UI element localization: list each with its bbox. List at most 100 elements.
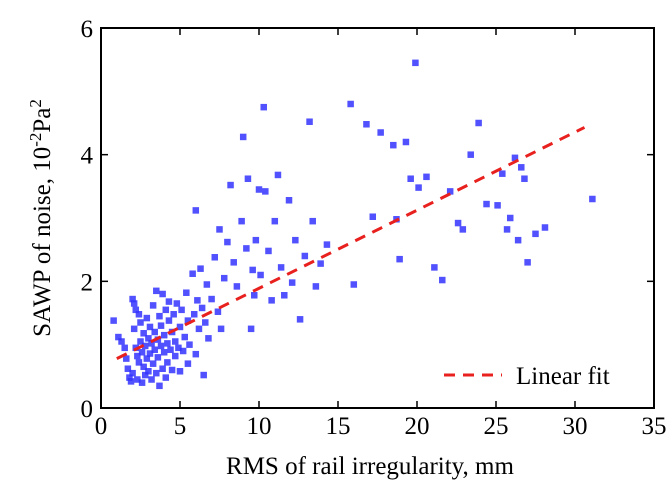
scatter-point (145, 335, 152, 342)
scatter-point (176, 368, 184, 375)
scatter-point (127, 378, 135, 385)
scatter-point (118, 338, 125, 345)
scatter-point (184, 360, 192, 367)
scatter-point (134, 352, 141, 360)
scatter-point (431, 264, 438, 271)
x-tick-label: 20 (405, 413, 430, 440)
scatter-point (192, 350, 200, 358)
scatter-point (475, 119, 482, 127)
scatter-point (157, 322, 165, 329)
scatter-point (121, 344, 128, 352)
scatter-point (153, 369, 160, 377)
scatter-point (296, 316, 304, 323)
scatter-point (184, 317, 192, 324)
scatter-point (162, 374, 170, 381)
scatter-point (162, 306, 170, 314)
scatter-point (268, 297, 275, 304)
scatter-point (129, 295, 136, 303)
scatter-point (138, 349, 146, 356)
scatter-point (134, 376, 141, 383)
scatter-point (541, 224, 549, 231)
scatter-point (255, 186, 263, 193)
scatter-point (511, 154, 519, 162)
scatter-point (347, 100, 354, 108)
scatter-point (194, 297, 201, 304)
scatter-point (238, 217, 245, 225)
scatter-point (143, 314, 151, 322)
scatter-point (141, 371, 149, 379)
scatter-point (148, 376, 155, 383)
x-tick-label: 5 (174, 413, 187, 440)
scatter-point (244, 175, 252, 182)
scatter-point (390, 141, 397, 149)
y-tick-label: 4 (81, 143, 94, 170)
scatter-point (195, 325, 203, 333)
scatter-point (249, 266, 256, 274)
scatter-point (589, 195, 596, 203)
x-tick-label: 0 (95, 413, 108, 440)
scatter-point (165, 298, 173, 305)
scatter-point (168, 366, 176, 374)
scatter-point (156, 312, 163, 320)
scatter-point (252, 236, 260, 244)
scatter-point (151, 346, 158, 353)
scatter-point (146, 323, 154, 331)
scatter-point (137, 338, 144, 345)
scatter-point (306, 118, 313, 125)
scatter-point (323, 241, 331, 248)
scatter-point (407, 175, 414, 182)
scatter-point (274, 171, 282, 179)
x-axis-title: RMS of rail irregularity, mm (226, 453, 514, 480)
scatter-point (211, 254, 219, 261)
scatter-point (350, 281, 358, 288)
scatter-point (233, 283, 241, 290)
scatter-point (227, 181, 234, 189)
scatter-point (532, 230, 539, 238)
scatter-point (203, 281, 211, 288)
linear-fit-line (116, 126, 586, 360)
scatter-point (494, 202, 501, 209)
scatter-point (179, 347, 187, 355)
scatter-point (454, 219, 462, 227)
scatter-point (205, 335, 212, 342)
y-axis-title-sup2: 2 (26, 99, 45, 108)
scatter-point (518, 164, 525, 171)
scatter-point (262, 188, 269, 195)
scatter-point (164, 359, 171, 366)
scatter-point (130, 300, 138, 307)
scatter-point (160, 349, 168, 356)
scatter-point (415, 184, 422, 191)
scatter-point (251, 292, 258, 299)
scatter-point (467, 151, 474, 158)
scatter-point (317, 260, 324, 267)
scatter-point (130, 325, 138, 333)
scatter-point (521, 175, 528, 182)
axis-ticks (100, 27, 655, 409)
scatter-point (446, 188, 454, 195)
scatter-point (154, 354, 162, 361)
scatter-point (202, 319, 209, 326)
scatter-point (189, 270, 196, 277)
scatter-point (145, 368, 152, 375)
scatter-point (285, 197, 293, 204)
x-tick-label: 35 (642, 413, 667, 440)
scatter-point (312, 283, 320, 290)
scatter-point (514, 236, 522, 244)
scatter-point (503, 226, 511, 233)
scatter-point (159, 365, 166, 372)
scatter-point (126, 374, 133, 381)
scatter-point (143, 355, 151, 362)
scatter-point (140, 363, 147, 371)
scatter-point (292, 236, 299, 244)
x-tick-label: 30 (563, 413, 588, 440)
scatter-point (164, 340, 171, 347)
scatter-point (301, 252, 309, 260)
scatter-point (151, 328, 158, 336)
tick-labels: 0 5 10 15 20 25 30 35 0 2 4 6 (81, 16, 667, 440)
scatter-point (160, 331, 168, 339)
scatter-point (288, 279, 296, 286)
scatter-point (220, 274, 228, 282)
scatter-point (200, 371, 207, 379)
scatter-point (506, 214, 514, 222)
scatter-point (243, 245, 250, 252)
